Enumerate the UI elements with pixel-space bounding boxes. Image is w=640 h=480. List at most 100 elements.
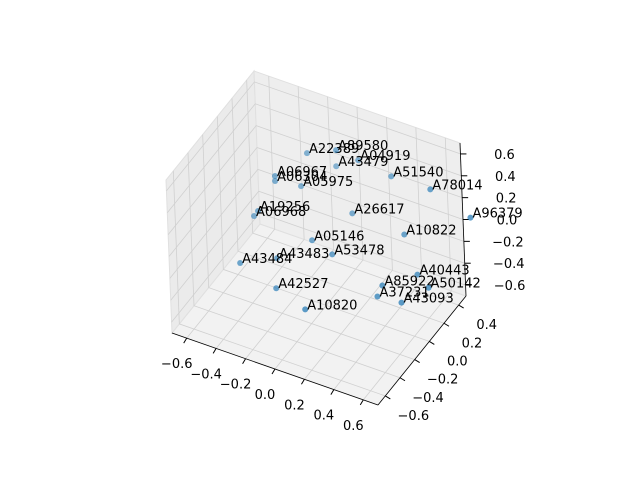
point-label: A50142	[431, 277, 481, 292]
point	[272, 178, 279, 185]
grid-line	[187, 152, 401, 379]
point-label: A43093	[403, 292, 453, 307]
point	[302, 306, 309, 313]
y-tick-label: 0.4	[476, 318, 497, 333]
y-tick	[443, 322, 450, 327]
grid-line	[168, 147, 464, 257]
grid-line	[231, 98, 445, 324]
point-label: A42527	[278, 277, 328, 292]
x-tick	[242, 358, 247, 364]
point	[388, 173, 395, 180]
grid-line	[246, 80, 459, 306]
point-label: A96379	[472, 207, 522, 222]
x-tick-label: −0.4	[190, 367, 222, 382]
y-tick	[414, 359, 420, 364]
point-label: A78014	[432, 178, 482, 193]
x-tick-label: −0.6	[161, 357, 193, 372]
z-tick-label: 0.0	[497, 214, 518, 229]
point	[303, 150, 310, 157]
grid-line	[362, 137, 452, 401]
x-tick-label: 0.2	[284, 398, 305, 413]
point-label: A37231	[379, 286, 429, 301]
point	[271, 172, 278, 179]
point	[333, 163, 340, 170]
x-tick	[330, 389, 335, 395]
grid-line	[169, 168, 464, 279]
y-axis	[377, 295, 467, 406]
x-tick	[212, 348, 217, 354]
y-tick-label: −0.4	[412, 391, 444, 406]
point	[349, 210, 356, 217]
point	[273, 285, 280, 292]
y-tick-label: −0.6	[398, 409, 430, 424]
point-label: A04919	[360, 149, 410, 164]
x-tick	[271, 368, 276, 375]
point-label: A43483	[279, 247, 329, 262]
point	[298, 183, 305, 190]
y-tick	[399, 377, 406, 382]
point-label: A10820	[307, 298, 357, 313]
x-tick	[183, 337, 188, 344]
point-label: A85922	[384, 275, 434, 290]
point	[467, 214, 474, 221]
x-tick	[300, 379, 305, 385]
point	[401, 231, 408, 238]
x-tick-label: 0.4	[314, 409, 335, 424]
x-tick-label: 0.0	[255, 388, 276, 403]
grid-line	[202, 134, 415, 360]
x-tick	[359, 399, 364, 406]
point-label: A05975	[303, 175, 353, 190]
z-tick-label: 0.2	[496, 192, 517, 207]
point	[329, 251, 336, 258]
grid-line	[166, 103, 462, 214]
point-label: A06968	[256, 205, 306, 220]
point-label: A06304	[277, 170, 327, 185]
point	[251, 213, 258, 220]
point-label: A26617	[354, 202, 404, 217]
point	[427, 186, 434, 193]
point-label: A40443	[419, 264, 469, 279]
grid-line	[304, 117, 393, 380]
point-label: A19256	[260, 200, 310, 215]
point-label: A89580	[338, 139, 388, 154]
x-axis	[171, 332, 379, 406]
point	[237, 260, 244, 267]
grid-line	[170, 190, 465, 301]
z-tick-label: −0.6	[494, 279, 526, 294]
point	[374, 293, 381, 300]
z-tick-label: −0.4	[493, 257, 525, 272]
grid-line	[245, 96, 334, 359]
point	[414, 271, 421, 278]
grid-line	[167, 125, 463, 235]
grid-line	[333, 127, 423, 390]
y-tick-label: −0.2	[427, 373, 459, 388]
point	[255, 207, 262, 214]
z-axis	[459, 142, 467, 297]
z-tick-label: −0.2	[492, 235, 524, 250]
point	[274, 255, 281, 262]
point-label: A43484	[242, 252, 292, 267]
grid-line	[216, 116, 430, 342]
grid-line	[166, 81, 461, 192]
z-tick-label: 0.4	[495, 170, 516, 185]
point-label: A43479	[338, 155, 388, 170]
point	[355, 157, 362, 164]
point	[398, 299, 405, 306]
z-tick-label: 0.6	[494, 148, 515, 163]
point-label: A05146	[314, 229, 364, 244]
y-tick-label: 0.2	[462, 336, 483, 351]
point	[379, 282, 386, 289]
y-tick	[429, 340, 435, 345]
y-tick	[385, 395, 391, 400]
point-label: A06967	[277, 165, 327, 180]
point	[425, 284, 432, 291]
x-tick-label: 0.6	[343, 419, 364, 434]
y-tick-label: 0.0	[447, 354, 468, 369]
point-label: A51540	[393, 165, 443, 180]
grid-line	[215, 86, 305, 349]
point	[309, 237, 316, 244]
y-tick	[458, 304, 464, 309]
x-tick-label: −0.2	[220, 378, 252, 393]
grid-line	[172, 170, 386, 397]
